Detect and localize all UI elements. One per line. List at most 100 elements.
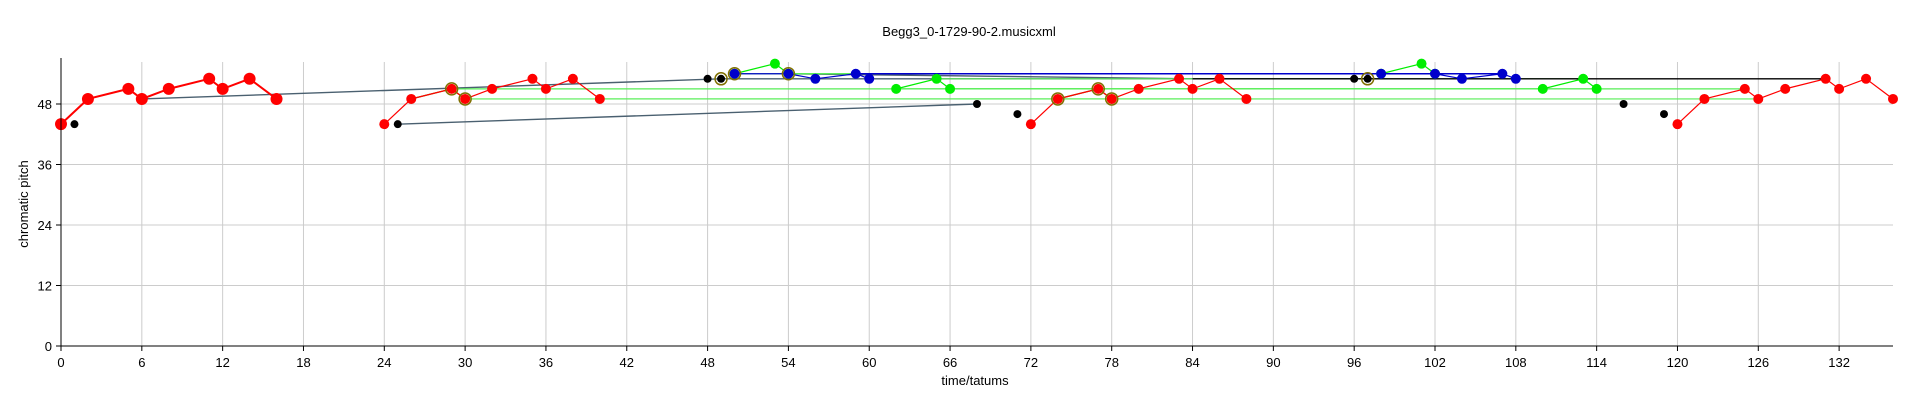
x-tick-label: 0 (57, 355, 64, 370)
data-point (1376, 68, 1387, 79)
data-point (1780, 83, 1791, 94)
data-point (1093, 83, 1104, 94)
x-tick-label: 66 (943, 355, 957, 370)
y-tick-label: 36 (38, 158, 52, 173)
overlap-ring (781, 67, 796, 81)
x-tick-label: 96 (1347, 355, 1361, 370)
data-point (379, 119, 390, 130)
data-point (945, 83, 956, 94)
x-tick-label: 54 (781, 355, 795, 370)
data-point (1416, 58, 1427, 69)
data-point (769, 58, 780, 69)
data-point (70, 120, 79, 129)
data-point (1739, 83, 1750, 94)
data-point (1013, 110, 1022, 119)
data-point (460, 93, 471, 104)
data-point (1888, 93, 1898, 104)
x-tick-label: 114 (1586, 355, 1607, 370)
data-point (122, 82, 135, 95)
data-point (1510, 73, 1521, 84)
data-point (1820, 73, 1831, 84)
x-tick-label: 24 (377, 355, 391, 370)
data-point (1430, 68, 1440, 79)
overlap-ring (444, 82, 459, 96)
series-line (896, 78, 951, 90)
data-point (594, 93, 605, 104)
series-line (1380, 63, 1436, 75)
data-point (1672, 119, 1683, 130)
x-tick-label: 126 (1747, 355, 1769, 370)
data-point (891, 83, 902, 94)
y-tick-label: 48 (38, 97, 52, 112)
data-point (783, 68, 794, 79)
data-point (1187, 83, 1198, 94)
y-tick-label: 24 (38, 218, 52, 233)
data-point (1699, 93, 1710, 104)
overlap-ring (1104, 92, 1119, 106)
series-line (734, 63, 789, 75)
data-point (703, 74, 712, 83)
x-tick-label: 108 (1505, 355, 1527, 370)
x-tick-label: 6 (138, 355, 145, 370)
data-point (850, 68, 861, 79)
data-point (729, 68, 740, 79)
data-point (1052, 93, 1063, 104)
x-tick-label: 48 (700, 355, 714, 370)
series-line (1381, 73, 1517, 80)
x-tick-label: 72 (1024, 355, 1038, 370)
data-point (1350, 74, 1359, 83)
data-point (1174, 73, 1185, 84)
data-point (527, 73, 538, 84)
x-tick-label: 84 (1185, 355, 1199, 370)
x-tick-label: 30 (458, 355, 472, 370)
data-point (135, 92, 148, 105)
y-tick-label: 12 (38, 279, 52, 294)
x-tick-label: 12 (215, 355, 229, 370)
data-point (1133, 83, 1144, 94)
data-point (1025, 119, 1036, 130)
x-tick-label: 90 (1266, 355, 1280, 370)
data-point (270, 92, 283, 105)
data-point (1660, 110, 1668, 119)
data-point (717, 74, 726, 83)
data-series (55, 58, 1898, 131)
data-point (1591, 83, 1602, 94)
overlap-ring (1051, 92, 1065, 106)
overlap-ring (727, 67, 742, 81)
data-point (1497, 68, 1508, 79)
axes (56, 58, 1893, 351)
data-point (540, 83, 551, 94)
data-point (810, 73, 821, 84)
data-point (1537, 83, 1548, 94)
data-point (931, 73, 942, 84)
x-axis-title: time/tatums (941, 373, 1009, 388)
data-point (487, 83, 498, 94)
x-tick-labels: 0 6 12 18 24 30 36 42 48 54 60 66 72 78 84 90 96 102 108 11… (57, 355, 1850, 370)
data-point (1363, 74, 1372, 83)
x-tick-label: 132 (1828, 355, 1850, 370)
link-line (141, 78, 722, 100)
y-axis-title: chromatic pitch (16, 160, 31, 247)
data-point (81, 92, 94, 105)
link-line (397, 103, 978, 125)
data-point (1214, 73, 1225, 84)
x-tick-label: 18 (296, 355, 310, 370)
x-tick-label: 78 (1104, 355, 1118, 370)
data-point (1106, 93, 1117, 104)
data-point (393, 120, 402, 129)
overlap-ring (458, 92, 472, 106)
x-tick-label: 36 (539, 355, 553, 370)
data-point (1241, 93, 1252, 104)
data-point (864, 73, 875, 84)
data-point (1456, 73, 1467, 84)
data-point (1861, 73, 1872, 84)
x-tick-label: 60 (862, 355, 876, 370)
data-point (1619, 100, 1628, 108)
overlap-ring (1091, 82, 1105, 96)
data-point (203, 72, 216, 85)
overlap-ring (714, 72, 728, 86)
x-tick-label: 42 (620, 355, 634, 370)
data-point (567, 73, 578, 84)
y-tick-labels: 0 12 24 36 48 (38, 97, 52, 354)
